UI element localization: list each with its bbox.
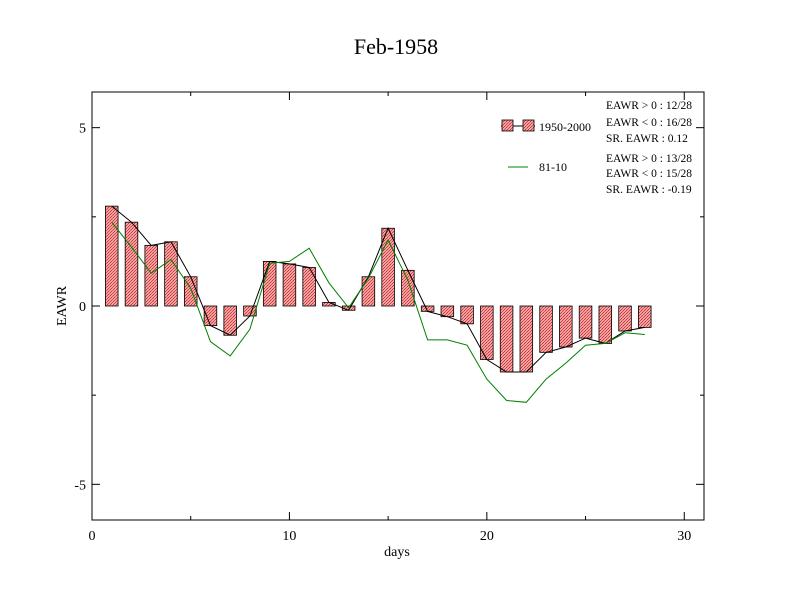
legend: 1950-2000 81-10 EAWR > 0 : 12/28 EAWR < … [501, 100, 692, 196]
y-tick-label: 0 [79, 300, 86, 315]
axis-ticks: 0 10 20 30 -5 0 5 [74, 92, 704, 544]
x-axis-label: days [384, 545, 410, 560]
bar-day-16 [401, 269, 415, 307]
bar-day-24 [559, 305, 573, 348]
x-tick-label: 20 [480, 529, 494, 544]
legend-swatch-1950-2000-b [522, 119, 535, 132]
bar-day-23 [539, 305, 553, 353]
bar-day-19 [460, 305, 474, 325]
y-tick-label: 5 [79, 122, 86, 137]
bar-day-22 [519, 305, 534, 373]
x-tick-label: 10 [282, 529, 296, 544]
bar-day-3 [144, 244, 158, 307]
bar-day-11 [302, 267, 316, 307]
bar-day-25 [578, 305, 593, 339]
bar-day-26 [598, 305, 613, 344]
chart-title: Feb-1958 [354, 34, 438, 59]
legend-swatch-1950-2000 [501, 119, 514, 132]
bar-day-9 [262, 261, 277, 307]
stats-1-lt0: EAWR < 0 : 16/28 [606, 117, 692, 129]
series-line-1950-2000 [111, 205, 645, 373]
lines [111, 205, 645, 403]
stats-2-gt0: EAWR > 0 : 13/28 [606, 153, 692, 165]
bar-day-4 [164, 241, 178, 307]
stats-1-gt0: EAWR > 0 : 12/28 [606, 100, 692, 112]
bar-day-2 [124, 221, 139, 307]
legend-label-81-10: 81-10 [539, 160, 567, 174]
legend-label-1950-2000: 1950-2000 [539, 120, 591, 134]
x-tick-label: 30 [677, 529, 691, 544]
stats-2-lt0: EAWR < 0 : 15/28 [606, 168, 692, 180]
series-line-81-10 [111, 221, 645, 403]
y-axis-label: EAWR [55, 285, 70, 326]
bar-day-10 [282, 263, 297, 307]
bars-series-1950-2000 [105, 205, 652, 373]
stats-1-sr: SR. EAWR : 0.12 [606, 133, 688, 145]
bar-day-27 [618, 305, 632, 332]
x-tick-label: 0 [89, 529, 96, 544]
bar-day-1 [105, 205, 119, 307]
bar-day-28 [638, 305, 652, 328]
stats-2-sr: SR. EAWR : -0.19 [606, 184, 692, 196]
bar-day-21 [499, 305, 514, 373]
bar-day-14 [361, 276, 376, 307]
y-tick-label: -5 [74, 478, 86, 493]
